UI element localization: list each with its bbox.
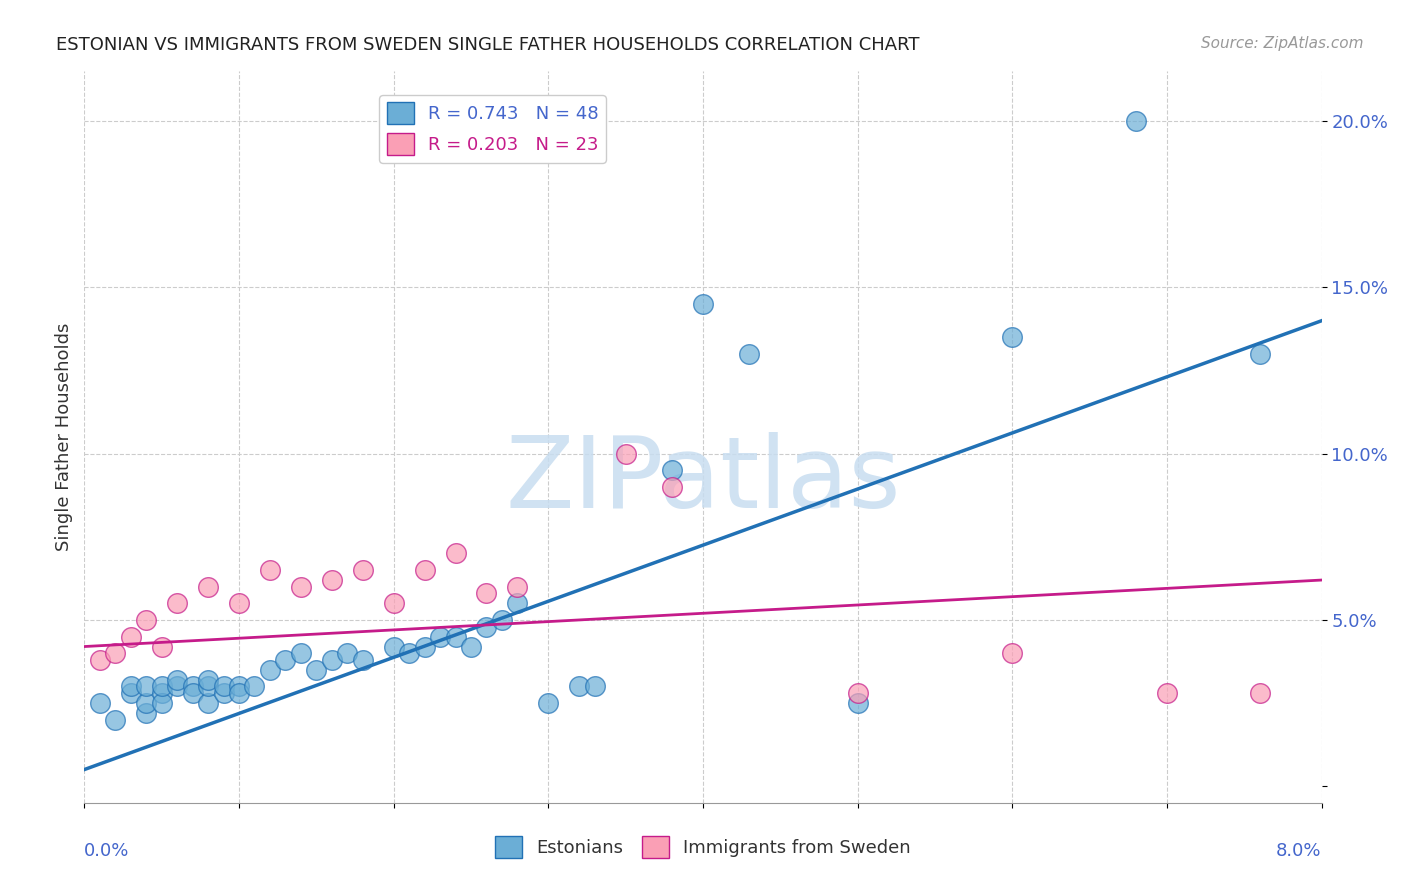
Point [1125,114,1147,128]
Point [491,613,513,627]
Text: ESTONIAN VS IMMIGRANTS FROM SWEDEN SINGLE FATHER HOUSEHOLDS CORRELATION CHART: ESTONIAN VS IMMIGRANTS FROM SWEDEN SINGL… [56,36,920,54]
Point [413,563,436,577]
Point [135,696,157,710]
Point [166,680,188,694]
Point [846,696,869,710]
Point [166,596,188,610]
Point [614,447,637,461]
Point [135,706,157,720]
Point [228,596,250,610]
Point [336,646,359,660]
Point [382,596,405,610]
Point [537,696,560,710]
Point [444,630,467,644]
Point [460,640,482,654]
Point [475,586,498,600]
Point [1001,646,1024,660]
Y-axis label: Single Father Households: Single Father Households [55,323,73,551]
Point [197,673,219,687]
Point [259,663,281,677]
Point [150,640,173,654]
Text: 8.0%: 8.0% [1277,842,1322,860]
Legend: Estonians, Immigrants from Sweden: Estonians, Immigrants from Sweden [488,829,918,865]
Point [150,696,173,710]
Point [661,480,683,494]
Point [274,653,297,667]
Legend: R = 0.743   N = 48, R = 0.203   N = 23: R = 0.743 N = 48, R = 0.203 N = 23 [380,95,606,162]
Point [568,680,591,694]
Point [506,580,529,594]
Point [444,546,467,560]
Point [104,646,127,660]
Point [228,686,250,700]
Point [197,696,219,710]
Point [120,686,142,700]
Point [583,680,606,694]
Point [197,580,219,594]
Point [212,686,235,700]
Point [135,613,157,627]
Point [305,663,328,677]
Point [1156,686,1178,700]
Point [228,680,250,694]
Point [135,680,157,694]
Point [89,653,111,667]
Point [120,680,142,694]
Point [661,463,683,477]
Point [692,297,714,311]
Point [413,640,436,654]
Point [321,573,343,587]
Point [104,713,127,727]
Point [290,646,312,660]
Point [197,680,219,694]
Point [429,630,451,644]
Point [1249,686,1271,700]
Point [89,696,111,710]
Point [398,646,420,660]
Point [1249,347,1271,361]
Point [352,653,374,667]
Point [243,680,266,694]
Point [150,680,173,694]
Point [846,686,869,700]
Point [181,680,204,694]
Text: 0.0%: 0.0% [84,842,129,860]
Text: ZIPatlas: ZIPatlas [505,433,901,530]
Point [321,653,343,667]
Point [166,673,188,687]
Point [290,580,312,594]
Point [1001,330,1024,344]
Point [181,686,204,700]
Point [506,596,529,610]
Point [150,686,173,700]
Point [382,640,405,654]
Point [259,563,281,577]
Point [352,563,374,577]
Point [738,347,761,361]
Point [212,680,235,694]
Point [475,619,498,633]
Point [120,630,142,644]
Text: Source: ZipAtlas.com: Source: ZipAtlas.com [1201,36,1364,51]
